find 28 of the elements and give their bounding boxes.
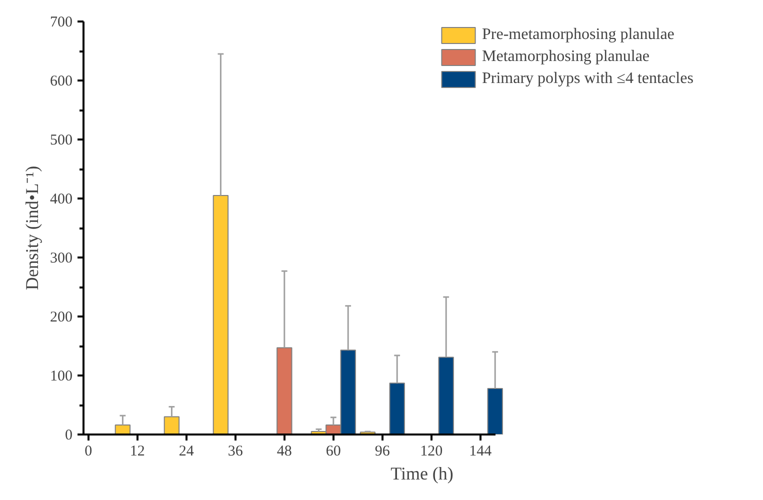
bar	[438, 356, 454, 434]
legend-label: Primary polyps with ≤4 tentacles	[482, 70, 694, 88]
x-tick-label: 0	[84, 444, 92, 460]
x-tick-label: 120	[420, 444, 443, 460]
y-tick-label: 700	[50, 14, 72, 30]
legend-label: Metamorphosing planulae	[482, 48, 650, 66]
bar	[389, 382, 405, 434]
x-tick-label: 12	[130, 444, 145, 460]
x-tick-label: 36	[228, 444, 244, 460]
x-tick-label: 60	[326, 444, 341, 460]
x-tick-label: 24	[178, 444, 194, 460]
y-tick-label: 0	[65, 428, 72, 444]
y-tick-label: 500	[50, 132, 72, 148]
y-axis-title: Density (ind•L⁻¹)	[22, 166, 42, 290]
y-tick-label: 400	[50, 192, 72, 208]
bar	[276, 347, 292, 434]
x-tick-label: 48	[276, 444, 292, 460]
x-tick-label: 144	[469, 444, 492, 460]
y-tick-label: 200	[50, 310, 72, 326]
x-tick-label: 96	[374, 444, 390, 460]
legend-label: Pre-metamorphosing planulae	[482, 26, 674, 44]
y-tick-label: 100	[50, 368, 72, 384]
y-tick-label: 600	[50, 74, 72, 90]
bar	[487, 388, 503, 434]
bar	[212, 195, 229, 434]
y-tick-label: 300	[50, 250, 72, 266]
bar	[164, 416, 180, 434]
x-axis-title: Time (h)	[390, 464, 454, 484]
